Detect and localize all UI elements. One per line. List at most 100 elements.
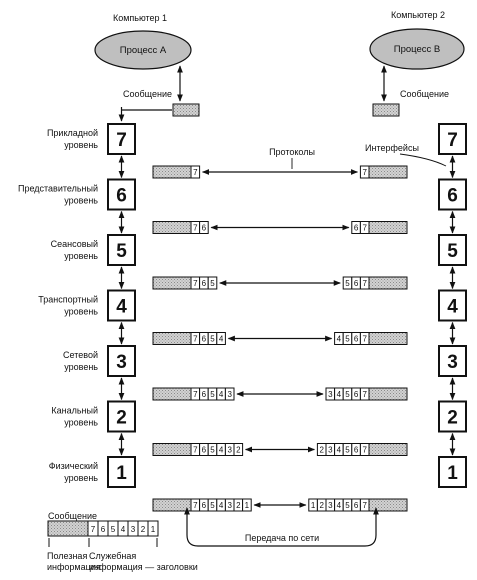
network-transfer-bracket — [184, 507, 379, 547]
header-number-right: 3 — [328, 501, 333, 510]
header-number-right: 4 — [337, 501, 342, 510]
layer-name-line: уровень — [64, 140, 98, 150]
legend-payload — [47, 520, 89, 537]
layer-name-line: Сетевой — [63, 350, 98, 360]
header-number-right: 6 — [354, 335, 359, 344]
header-number-left: 3 — [227, 390, 232, 399]
header-number-left: 4 — [219, 390, 224, 399]
header-number-left: 7 — [193, 224, 198, 233]
header-number-right: 4 — [337, 446, 342, 455]
header-number-left: 7 — [193, 335, 198, 344]
layer-name-line: Прикладной — [47, 128, 98, 138]
header-number-right: 4 — [337, 390, 342, 399]
layer-name-line: уровень — [64, 473, 98, 483]
process-a-ellipse — [94, 30, 192, 70]
header-number-right: 2 — [319, 446, 324, 455]
header-number-left: 3 — [227, 501, 232, 510]
layer-name-line: Физический — [49, 461, 98, 471]
layer-1: 1 1 Физический уровень — [49, 456, 467, 488]
protocols-label: Протоколы — [269, 147, 315, 157]
payload-left — [152, 387, 192, 401]
legend-header-cell — [147, 520, 159, 537]
header-number-right: 6 — [354, 224, 359, 233]
layer-box-left — [107, 178, 136, 211]
layer-name-line: уровень — [64, 362, 98, 372]
payload-left — [152, 332, 192, 345]
computer-2-title: Компьютер 2 — [391, 10, 445, 20]
header-number-right: 7 — [362, 279, 367, 288]
header-number-left: 5 — [210, 501, 215, 510]
header-number-left: 5 — [210, 335, 215, 344]
layer-7: 7 7 Прикладной уровень — [47, 123, 467, 179]
header-number-left: 3 — [227, 446, 232, 455]
header-cell-left — [190, 165, 201, 179]
payload-right — [368, 221, 408, 234]
layer-name-line: уровень — [64, 251, 98, 261]
layer-number-right: 2 — [447, 408, 458, 429]
header-number-right: 3 — [328, 446, 333, 455]
layer-box-left — [107, 289, 136, 322]
layer-box-left — [107, 345, 136, 377]
message-a-label: Сообщение — [123, 89, 172, 99]
process-b-label: Процесс В — [394, 44, 441, 55]
layer-number-left: 2 — [116, 408, 127, 429]
header-number-right: 7 — [362, 446, 367, 455]
header-number-left: 4 — [219, 446, 224, 455]
legend: Сообщение 7 6 5 4 3 2 1 ПолезнаяинформацияСлуже… — [47, 511, 198, 572]
layer-box-right — [438, 123, 467, 155]
layer-number-left: 3 — [116, 352, 127, 373]
header-cell-left — [233, 443, 244, 456]
payload-right — [368, 443, 408, 456]
header-number-left: 4 — [219, 335, 224, 344]
header-number-right: 7 — [362, 335, 367, 344]
payload-left — [152, 443, 192, 456]
legend-service-ticks — [88, 538, 158, 547]
header-number-left: 6 — [202, 335, 207, 344]
payload-left — [152, 221, 192, 234]
header-number-left: 7 — [193, 501, 198, 510]
layer-number-right: 6 — [447, 186, 458, 207]
process-b-ellipse — [369, 28, 465, 70]
header-number-right: 6 — [354, 501, 359, 510]
interfaces-pointer — [399, 153, 447, 167]
header-number-right: 7 — [362, 501, 367, 510]
message-b-label: Сообщение — [400, 89, 449, 99]
legend-header-number: 3 — [131, 525, 136, 534]
header-number-left: 6 — [202, 501, 207, 510]
layer-box-left — [107, 400, 136, 433]
payload-left — [152, 276, 192, 290]
layer-number-right: 5 — [447, 241, 458, 262]
legend-header-number: 1 — [151, 525, 156, 534]
layer-box-right — [438, 234, 467, 266]
header-number-left: 4 — [219, 501, 224, 510]
header-number-left: 7 — [193, 279, 198, 288]
header-number-right: 5 — [345, 279, 350, 288]
layer-box-right — [438, 345, 467, 377]
legend-payload-label: информация — [47, 562, 101, 572]
header-number-right: 1 — [311, 501, 316, 510]
header-number-left: 7 — [193, 390, 198, 399]
legend-header-number: 4 — [121, 525, 126, 534]
legend-service-label: информация — заголовки — [89, 562, 198, 572]
layer-name-line: Представительный — [18, 184, 98, 194]
payload-right — [368, 498, 408, 512]
layer-6: 6 6 Представительный уровень — [18, 178, 467, 234]
header-cell-left — [207, 276, 218, 290]
payload-right — [368, 332, 408, 345]
header-number-right: 7 — [362, 224, 367, 233]
layer-number-left: 7 — [116, 130, 127, 151]
legend-payload-label: Полезная — [47, 551, 87, 561]
header-cell-left — [224, 387, 235, 401]
layer-box-left — [107, 456, 136, 488]
header-number-right: 3 — [328, 390, 333, 399]
header-number-left: 6 — [202, 390, 207, 399]
header-number-right: 5 — [345, 390, 350, 399]
